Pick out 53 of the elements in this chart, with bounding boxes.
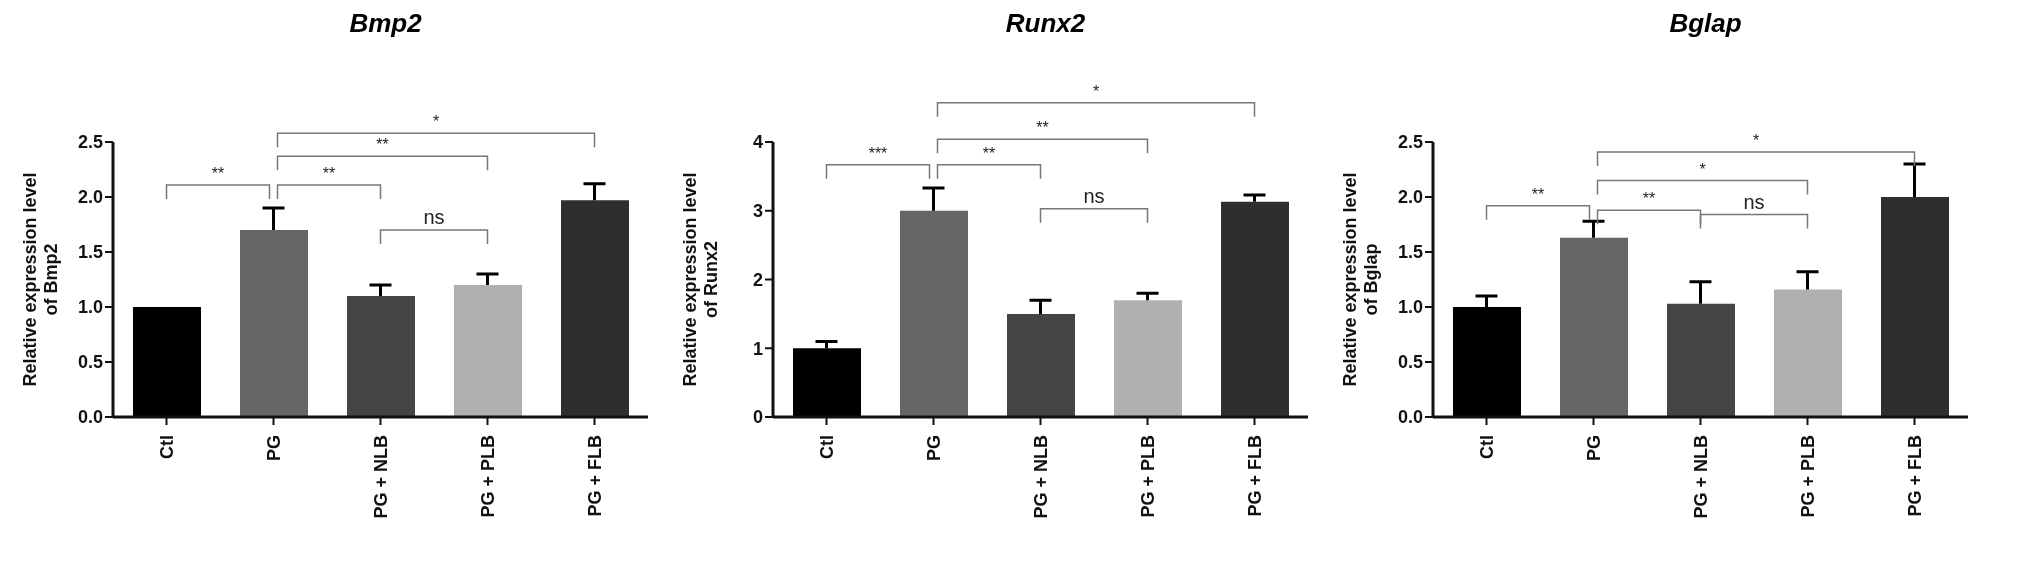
x-tick-label: PG + NLB <box>1030 435 1051 519</box>
annotation: ** <box>982 144 996 162</box>
y-tick-label: 0.0 <box>77 407 103 428</box>
x-tick-label: PG + PLB <box>1137 435 1158 518</box>
annotation: *** <box>868 144 888 162</box>
annotation: ** <box>376 136 389 154</box>
y-axis-title: Relative expression level of Bmp2 <box>20 172 61 387</box>
y-tick-label: 1.5 <box>77 242 103 263</box>
y-tick-label: 4 <box>752 132 763 153</box>
x-tick-label: PG + PLB <box>477 435 498 518</box>
x-tick-label: PG <box>1583 435 1604 462</box>
y-tick-label: 2.5 <box>1397 132 1423 153</box>
x-tick-label: PG <box>263 435 284 462</box>
annotation: ns <box>423 206 445 228</box>
chart-title: Runx2 <box>1004 8 1087 40</box>
y-tick-label: 2.5 <box>77 132 103 153</box>
x-tick-label: PG + FLB <box>584 435 605 517</box>
text: ** <box>1036 119 1049 137</box>
y-tick-label: 1.0 <box>77 297 103 318</box>
annotation: * <box>1752 131 1760 149</box>
x-tick-label: Ctl <box>156 435 177 459</box>
y-tick-label: 1 <box>752 338 763 359</box>
y-tick-label: 1.0 <box>1397 297 1423 318</box>
annotation: * <box>1699 160 1706 178</box>
x-tick-label: Ctl <box>1476 435 1497 459</box>
annotation: ns <box>1743 190 1765 213</box>
text: * <box>1092 82 1100 100</box>
annotation: ** <box>322 164 336 182</box>
y-axis-title: Relative expression level of Bglap <box>1340 172 1381 387</box>
x-tick-label: PG + FLB <box>1904 435 1925 517</box>
x-tick-label: PG + PLB <box>1797 435 1818 518</box>
chart-title: Bmp2 <box>348 8 423 40</box>
annotation: ** <box>211 164 225 182</box>
y-tick-label: 0 <box>752 407 763 428</box>
y-tick-label: 0.5 <box>1397 352 1423 373</box>
x-tick-label: PG <box>923 435 944 462</box>
text: * <box>432 113 440 131</box>
x-tick-label: PG + NLB <box>370 435 391 519</box>
x-tick-label: Ctl <box>816 435 837 459</box>
chart-title: Bglap <box>1668 8 1743 40</box>
y-tick-label: 2.0 <box>1397 187 1423 208</box>
y-axis-title: Relative expression level of Runx2 <box>680 172 721 387</box>
y-tick-label: 3 <box>752 201 763 222</box>
annotation: ns <box>1083 184 1105 207</box>
annotation: ** <box>1642 190 1656 208</box>
y-tick-label: 1.5 <box>1397 242 1423 263</box>
y-tick-label: 2.0 <box>77 187 103 208</box>
annotation: ** <box>1531 185 1545 203</box>
y-tick-label: 0.5 <box>77 352 103 373</box>
x-tick-label: PG + FLB <box>1244 435 1265 517</box>
y-tick-label: 2 <box>752 269 763 290</box>
x-tick-label: PG + NLB <box>1690 435 1711 519</box>
y-tick-label: 0.0 <box>1397 407 1423 428</box>
